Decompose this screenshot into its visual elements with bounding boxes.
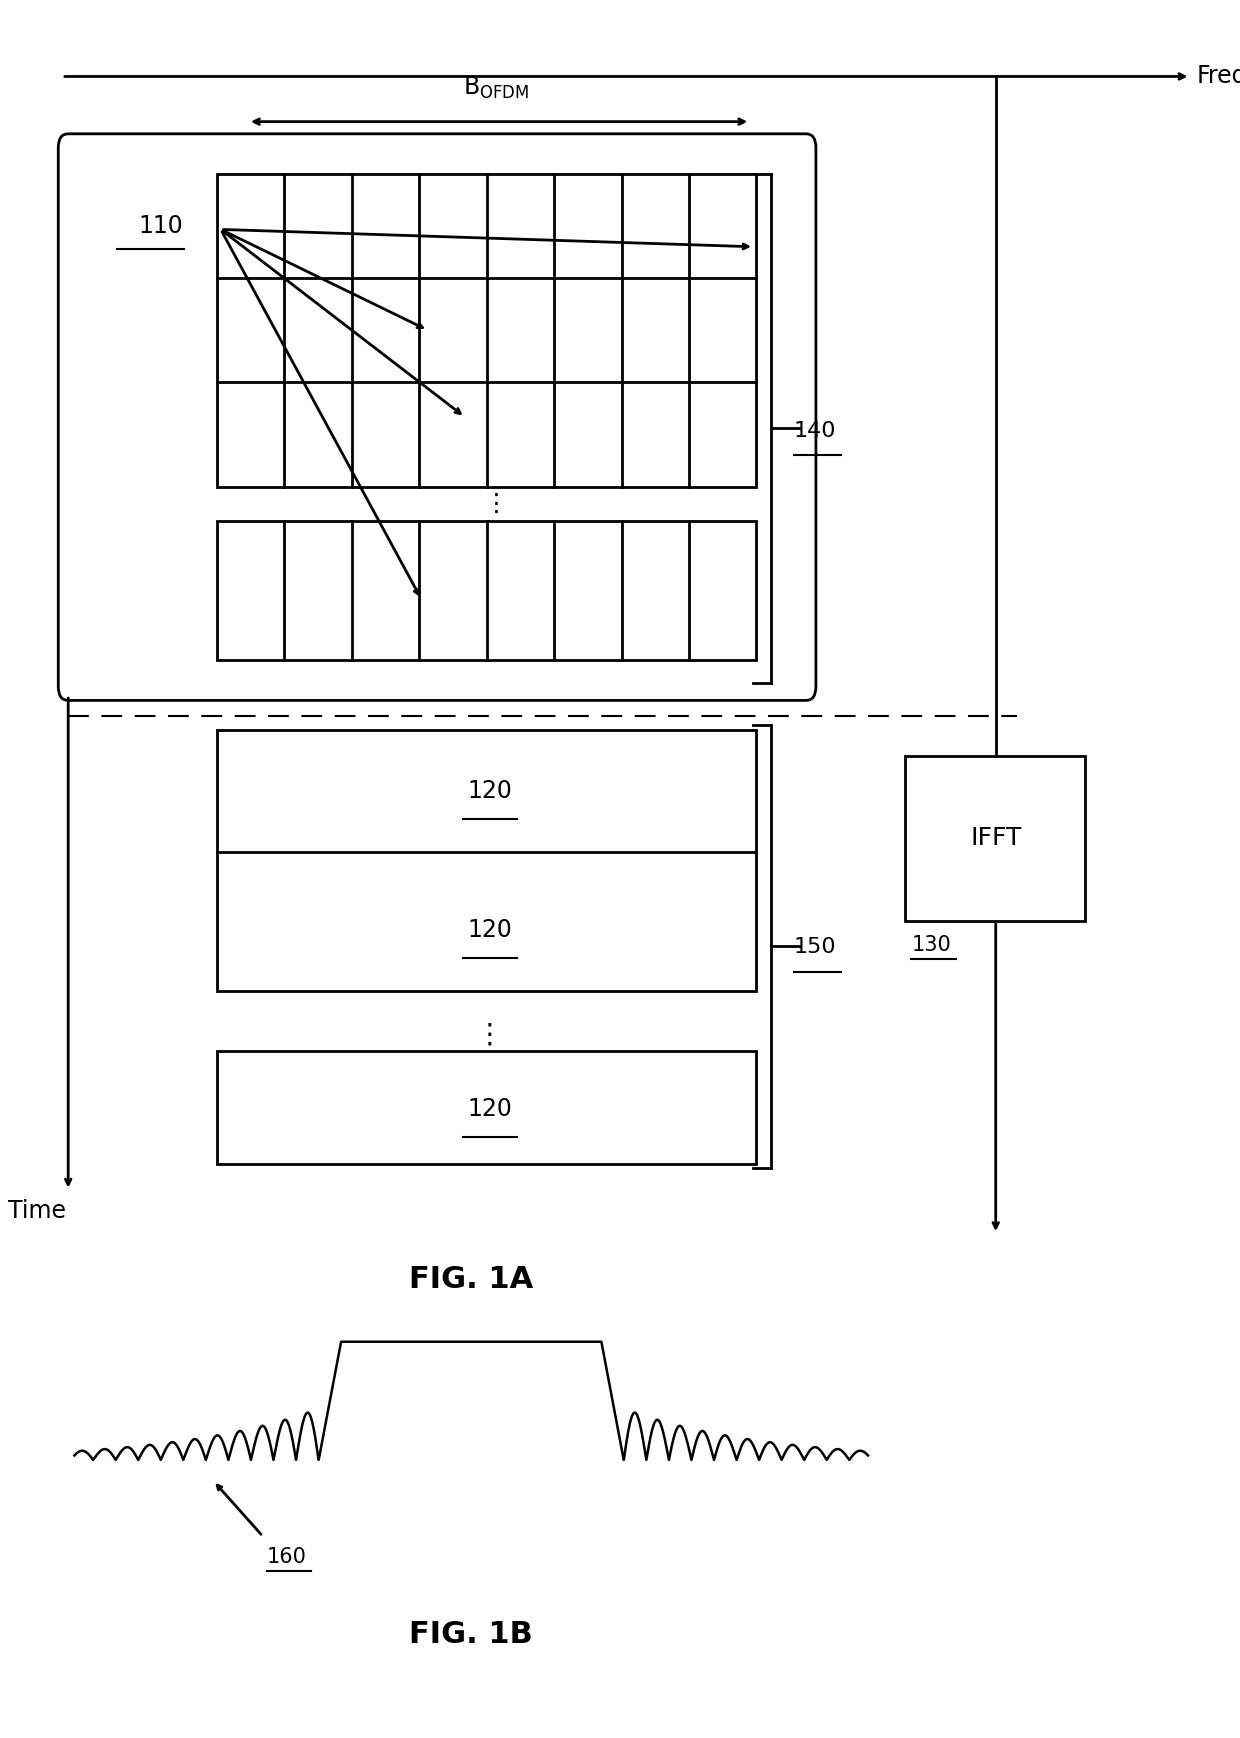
Text: B$_{\mathrm{OFDM}}$: B$_{\mathrm{OFDM}}$ <box>463 75 529 101</box>
Text: ⋮: ⋮ <box>476 1020 503 1048</box>
Text: Time: Time <box>9 1199 66 1224</box>
Text: 130: 130 <box>911 935 951 956</box>
Text: 120: 120 <box>467 1097 512 1121</box>
Bar <box>217 1051 756 1164</box>
Text: ⋮: ⋮ <box>484 492 508 516</box>
Text: 140: 140 <box>794 421 836 441</box>
Bar <box>905 756 1085 921</box>
Text: FIG. 1A: FIG. 1A <box>409 1265 533 1295</box>
Text: 150: 150 <box>794 937 836 958</box>
Text: 120: 120 <box>467 918 512 942</box>
Text: 110: 110 <box>139 214 184 238</box>
FancyBboxPatch shape <box>58 134 816 700</box>
Text: IFFT: IFFT <box>970 826 1022 850</box>
Bar <box>217 521 756 660</box>
Text: 160: 160 <box>267 1547 306 1568</box>
Text: 120: 120 <box>467 779 512 803</box>
Bar <box>217 730 756 991</box>
Text: Frequency: Frequency <box>1197 64 1240 89</box>
Bar <box>217 174 756 487</box>
Text: FIG. 1B: FIG. 1B <box>409 1620 533 1649</box>
